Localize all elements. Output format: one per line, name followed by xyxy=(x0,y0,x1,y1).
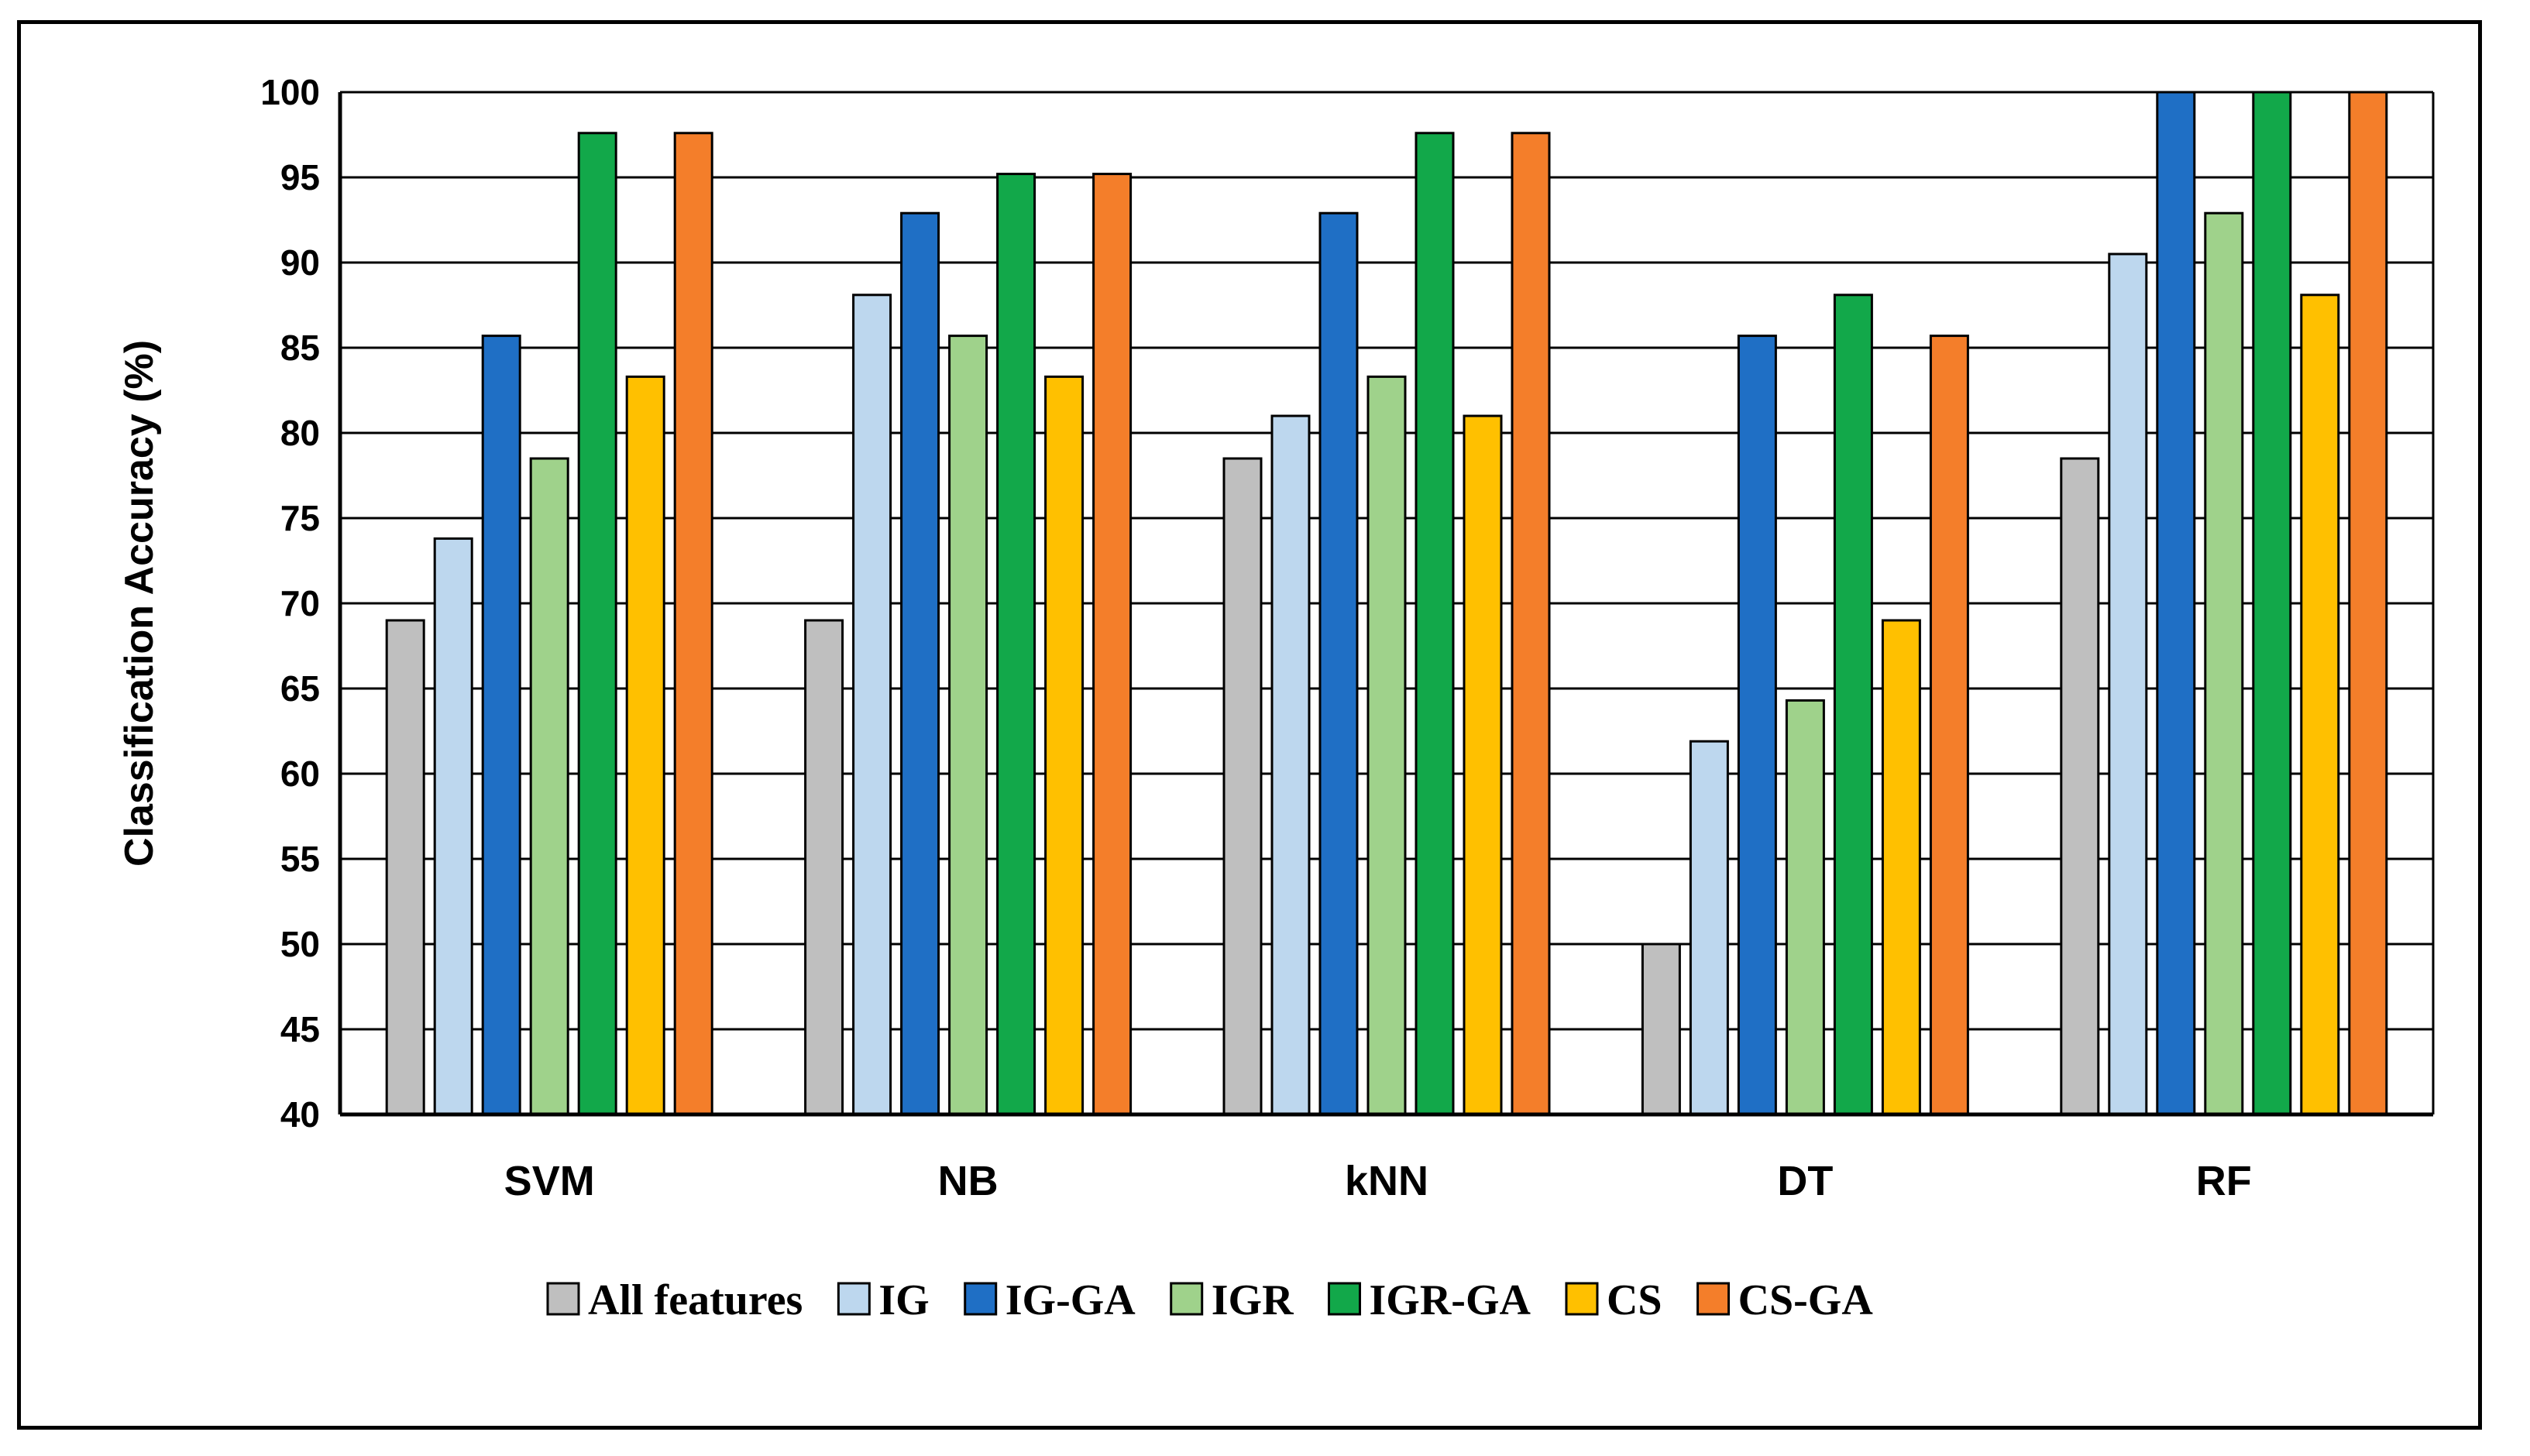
y-tick-label: 55 xyxy=(280,839,320,879)
legend-item: All features xyxy=(546,1276,803,1324)
legend-item: CS xyxy=(1565,1276,1662,1324)
bar xyxy=(1222,457,1263,1116)
legend-swatch xyxy=(1565,1282,1599,1316)
y-tick-label: 60 xyxy=(280,754,320,794)
legend-item: CS-GA xyxy=(1696,1276,1874,1324)
y-tick-labels: 40 45 50 55 60 65 70 75 80 85 90 95 100 xyxy=(260,72,320,1135)
bar xyxy=(2300,294,2340,1116)
legend-swatch xyxy=(546,1282,580,1316)
bar xyxy=(900,211,940,1116)
bar xyxy=(625,375,665,1116)
legend-swatch xyxy=(1328,1282,1362,1316)
bar xyxy=(529,457,569,1116)
legend-swatch xyxy=(1696,1282,1731,1316)
legend-label: All features xyxy=(588,1276,803,1324)
bar xyxy=(1366,375,1407,1116)
bar xyxy=(1737,335,1777,1116)
bars xyxy=(385,91,2388,1116)
chart-frame: 40 45 50 55 60 65 70 75 80 85 90 95 100 SVM NB kNN DT RF… xyxy=(17,20,2482,1430)
legend-label: IG xyxy=(878,1276,929,1324)
y-tick-label: 65 xyxy=(280,668,320,709)
bar xyxy=(577,132,617,1116)
legend-label: CS-GA xyxy=(1738,1276,1874,1324)
y-tick-label: 95 xyxy=(280,157,320,197)
axes xyxy=(338,92,2435,1117)
bar xyxy=(2060,457,2100,1116)
bar xyxy=(1929,335,1969,1116)
bar xyxy=(1415,132,1455,1116)
bar xyxy=(433,537,473,1116)
bar xyxy=(948,335,988,1116)
y-tick-label: 85 xyxy=(280,328,320,368)
bar xyxy=(1785,699,1825,1116)
bar xyxy=(2156,91,2196,1116)
bar xyxy=(804,619,844,1116)
y-tick-label: 90 xyxy=(280,242,320,283)
legend-item: IGR xyxy=(1170,1276,1294,1324)
y-tick-label: 40 xyxy=(280,1094,320,1135)
legend-item: IG-GA xyxy=(964,1276,1136,1324)
x-category-label: NB xyxy=(938,1158,999,1204)
bar xyxy=(673,132,713,1116)
bar xyxy=(1833,294,1873,1116)
bar xyxy=(1092,173,1133,1116)
legend-item: IGR-GA xyxy=(1328,1276,1531,1324)
y-axis-title: Classification Accuracy (%) xyxy=(117,340,162,867)
y-tick-label: 45 xyxy=(280,1009,320,1049)
bar xyxy=(1044,375,1085,1116)
legend-label: IG-GA xyxy=(1005,1276,1136,1324)
y-tick-label: 70 xyxy=(280,583,320,623)
y-tick-label: 80 xyxy=(280,413,320,453)
bar xyxy=(481,335,521,1116)
bar xyxy=(1511,132,1551,1116)
bar xyxy=(2204,211,2244,1116)
legend-swatch xyxy=(837,1282,871,1316)
bar xyxy=(2252,91,2292,1116)
legend-swatch xyxy=(964,1282,998,1316)
x-category-label: RF xyxy=(2196,1158,2252,1204)
bar xyxy=(1270,414,1311,1116)
bar xyxy=(1689,740,1729,1116)
x-category-label: DT xyxy=(1777,1158,1833,1204)
bar xyxy=(2108,252,2148,1116)
y-tick-label: 75 xyxy=(280,498,320,538)
bar xyxy=(1881,619,1921,1116)
legend: All features IG IG-GA IGR IGR-GA CS CS-GA xyxy=(546,1276,1874,1324)
x-category-labels: SVM NB kNN DT RF xyxy=(504,1158,2252,1204)
y-tick-label: 100 xyxy=(260,72,320,112)
legend-label: IGR xyxy=(1212,1276,1294,1324)
bar-chart: 40 45 50 55 60 65 70 75 80 85 90 95 100 SVM NB kNN DT RF… xyxy=(117,72,2435,1324)
bar xyxy=(1318,211,1359,1116)
legend-label: IGR-GA xyxy=(1370,1276,1531,1324)
bar xyxy=(385,619,425,1116)
bar xyxy=(2348,91,2388,1116)
x-category-label: SVM xyxy=(504,1158,595,1204)
legend-swatch xyxy=(1170,1282,1204,1316)
bar xyxy=(1463,414,1503,1116)
y-tick-label: 50 xyxy=(280,924,320,964)
bar xyxy=(852,294,892,1116)
bar xyxy=(1641,943,1681,1116)
bar xyxy=(996,173,1036,1116)
x-category-label: kNN xyxy=(1345,1158,1428,1204)
legend-item: IG xyxy=(837,1276,930,1324)
legend-label: CS xyxy=(1607,1276,1662,1324)
